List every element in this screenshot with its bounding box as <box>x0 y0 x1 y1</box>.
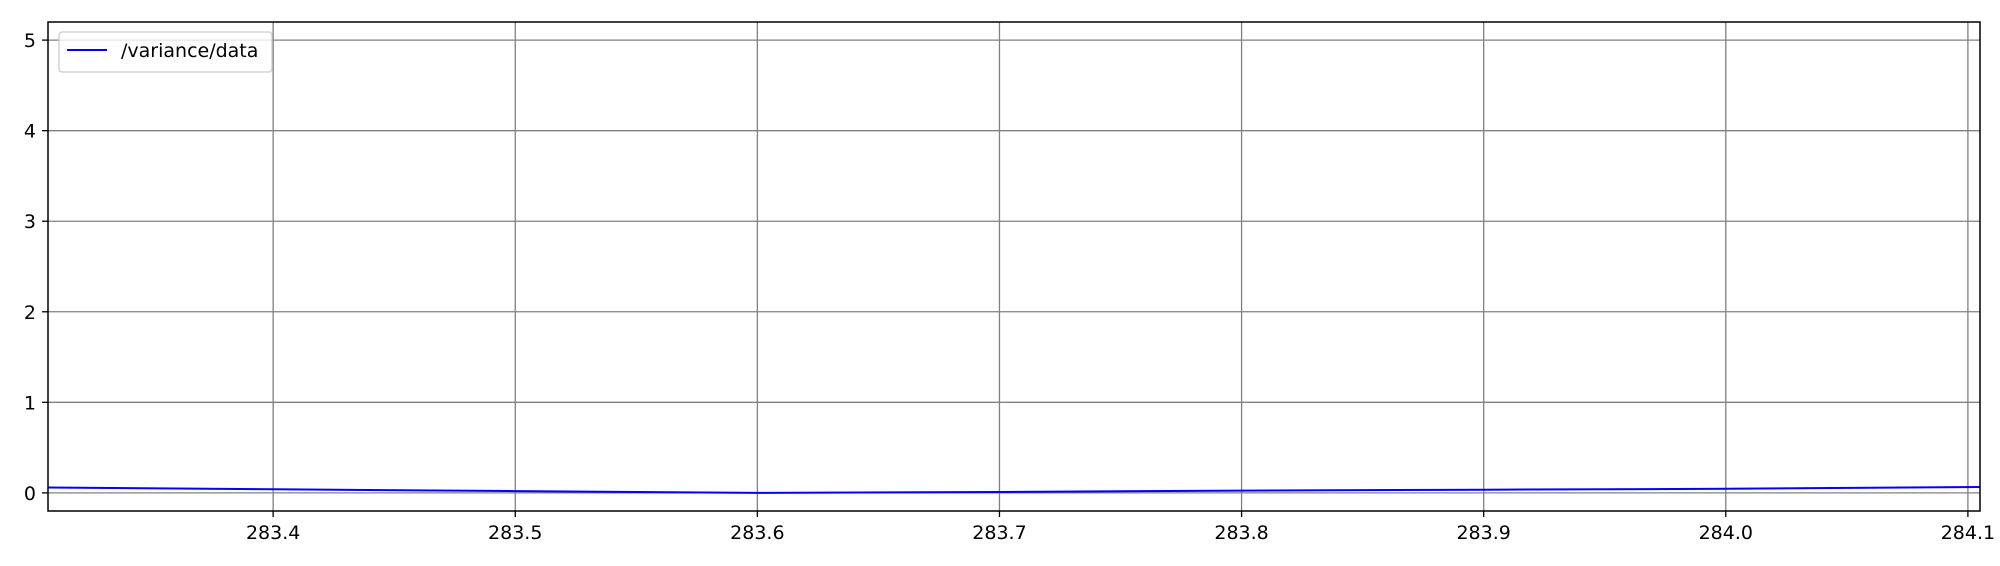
y-tick-label: 1 <box>24 392 36 414</box>
x-tick-label: 283.4 <box>246 522 300 544</box>
x-tick-label: 284.1 <box>1941 522 1995 544</box>
series-lines <box>47 486 1981 494</box>
y-tick-label: 4 <box>24 121 36 143</box>
x-tick-label: 283.8 <box>1214 522 1268 544</box>
x-tick-label: 283.6 <box>730 522 784 544</box>
y-tick-label: 0 <box>24 483 36 505</box>
legend-box <box>58 31 273 73</box>
legend-label: /variance/data <box>121 40 258 62</box>
x-tick-label: 283.7 <box>972 522 1026 544</box>
y-tick-label: 3 <box>24 211 36 233</box>
axis-ticks: 283.4 283.5 283.6 283.7 283.8 283.9 284.0 284.1… <box>24 30 1995 544</box>
x-tick-label: 284.0 <box>1699 522 1753 544</box>
legend: /variance/data <box>58 31 273 73</box>
plot-frame <box>47 21 1981 512</box>
grid-lines <box>48 22 1980 511</box>
y-tick-label: 5 <box>24 30 36 52</box>
x-tick-label: 283.5 <box>488 522 542 544</box>
series-line-0 <box>47 486 1981 494</box>
x-tick-label: 283.9 <box>1456 522 1510 544</box>
y-tick-label: 2 <box>24 302 36 324</box>
